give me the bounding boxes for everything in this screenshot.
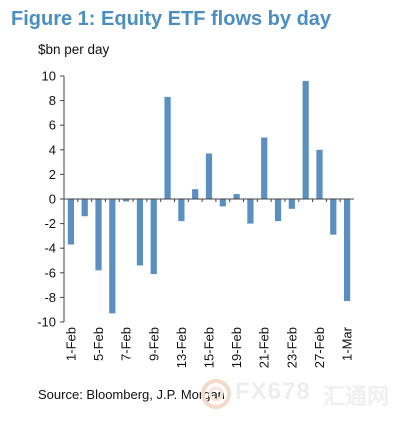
bar-26-Feb (302, 80, 309, 199)
bar-22-Feb (274, 199, 282, 222)
x-tick-label: 7-Feb (119, 327, 134, 361)
x-tick-label: 1-Mar (340, 326, 355, 361)
bar-16-Feb (219, 199, 226, 207)
chart-title: Figure 1: Equity ETF flows by day (11, 8, 332, 30)
bar-9-Feb (150, 199, 157, 275)
bar-12-Feb (164, 96, 171, 199)
y-tick-label: -6 (44, 265, 56, 280)
x-tick-label: 19-Feb (229, 327, 244, 368)
y-tick-label: -10 (37, 315, 56, 330)
x-tick-label: 13-Feb (174, 327, 189, 368)
bar-15-Feb (205, 153, 213, 199)
y-tick-label: 8 (49, 93, 56, 108)
x-tick-label: 1-Feb (63, 327, 78, 361)
x-tick-label: 15-Feb (202, 327, 217, 368)
bar-7-Feb (123, 199, 130, 202)
x-tick-label: 21-Feb (257, 327, 272, 368)
bar-23-Feb (288, 199, 295, 209)
y-tick-label: 10 (42, 69, 56, 84)
bar-27-Feb (316, 149, 323, 199)
y-tick-label: 0 (49, 192, 56, 207)
x-axis: 1-Feb 5-Feb 7-Feb 9-Feb 13-Feb 15-Feb 19-Feb 21… (63, 198, 355, 368)
x-tick-label: 27-Feb (312, 327, 327, 368)
bars-group (67, 80, 351, 314)
x-tick-label: 23-Feb (284, 327, 299, 368)
y-axis-unit-label: $bn per day (38, 42, 110, 57)
bar-13-Feb (178, 199, 185, 222)
y-tick-label: -4 (44, 241, 56, 256)
watermark-text: FX678 (235, 378, 311, 405)
source-note: Source: Bloomberg, J.P. Morgan (38, 387, 225, 402)
x-tick-label: 9-Feb (146, 327, 161, 361)
bar-8-Feb (136, 199, 144, 266)
bar-14-Feb (192, 189, 199, 199)
bar-19-Feb (233, 194, 240, 199)
watermark-cn-text: 汇通网 (323, 384, 390, 409)
y-tick-label: 4 (49, 142, 56, 157)
y-tick-label: 2 (49, 167, 56, 182)
y-axis: 10 8 6 4 2 0 -2 -4 -6 -8 -10 (37, 69, 65, 330)
bar-20-Feb (247, 199, 254, 224)
x-tick-label: 5-Feb (91, 327, 106, 361)
bar-5-Feb (95, 199, 102, 271)
bar-2-Feb (81, 199, 88, 217)
bar-21-Feb (261, 137, 268, 199)
bar-28-Feb (330, 199, 337, 235)
y-tick-label: 6 (49, 118, 56, 133)
y-tick-label: -8 (44, 290, 56, 305)
bar-6-Feb (109, 199, 116, 314)
bar-1-Mar (343, 199, 351, 302)
bar-1-Feb (67, 199, 75, 245)
y-tick-label: -2 (44, 216, 56, 231)
watermark-logo-icon (201, 379, 231, 409)
